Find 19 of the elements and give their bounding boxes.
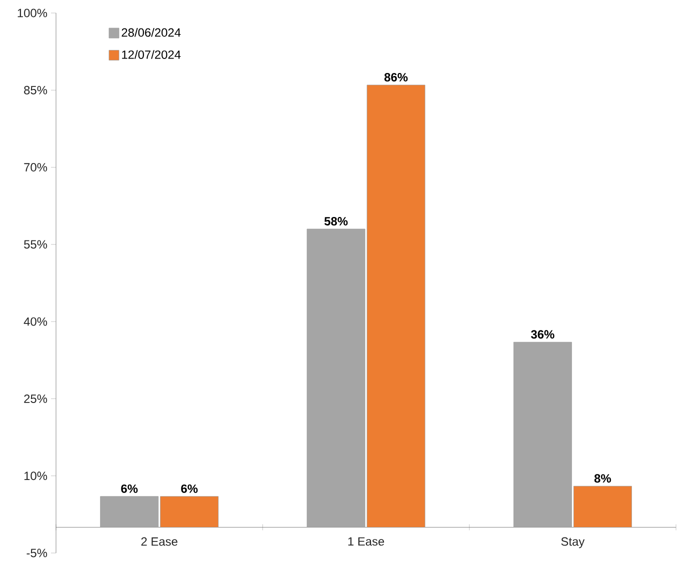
y-tick-label: 70% [24,163,48,172]
data-label: 8% [594,474,611,483]
data-label: 58% [324,217,348,226]
data-label: 6% [181,484,198,493]
x-tick-label: 2 Ease [141,537,178,546]
y-tick-label: 40% [24,317,48,326]
y-tick-label: 85% [24,86,48,94]
data-label: 6% [121,484,138,493]
x-tick-label: Stay [561,537,585,548]
legend-label: 12/07/2024 [122,50,181,59]
x-tick-label: 1 Ease [348,537,384,546]
legend-label: 28/06/2024 [122,28,181,37]
y-tick-label: 10% [24,472,48,480]
data-label: 36% [530,330,554,339]
y-tick-label: 25% [24,394,48,403]
y-tick-label: -5% [26,548,48,558]
y-tick-label: 55% [24,240,48,249]
data-label: 86% [384,73,408,82]
y-tick-label: 100% [18,8,48,18]
